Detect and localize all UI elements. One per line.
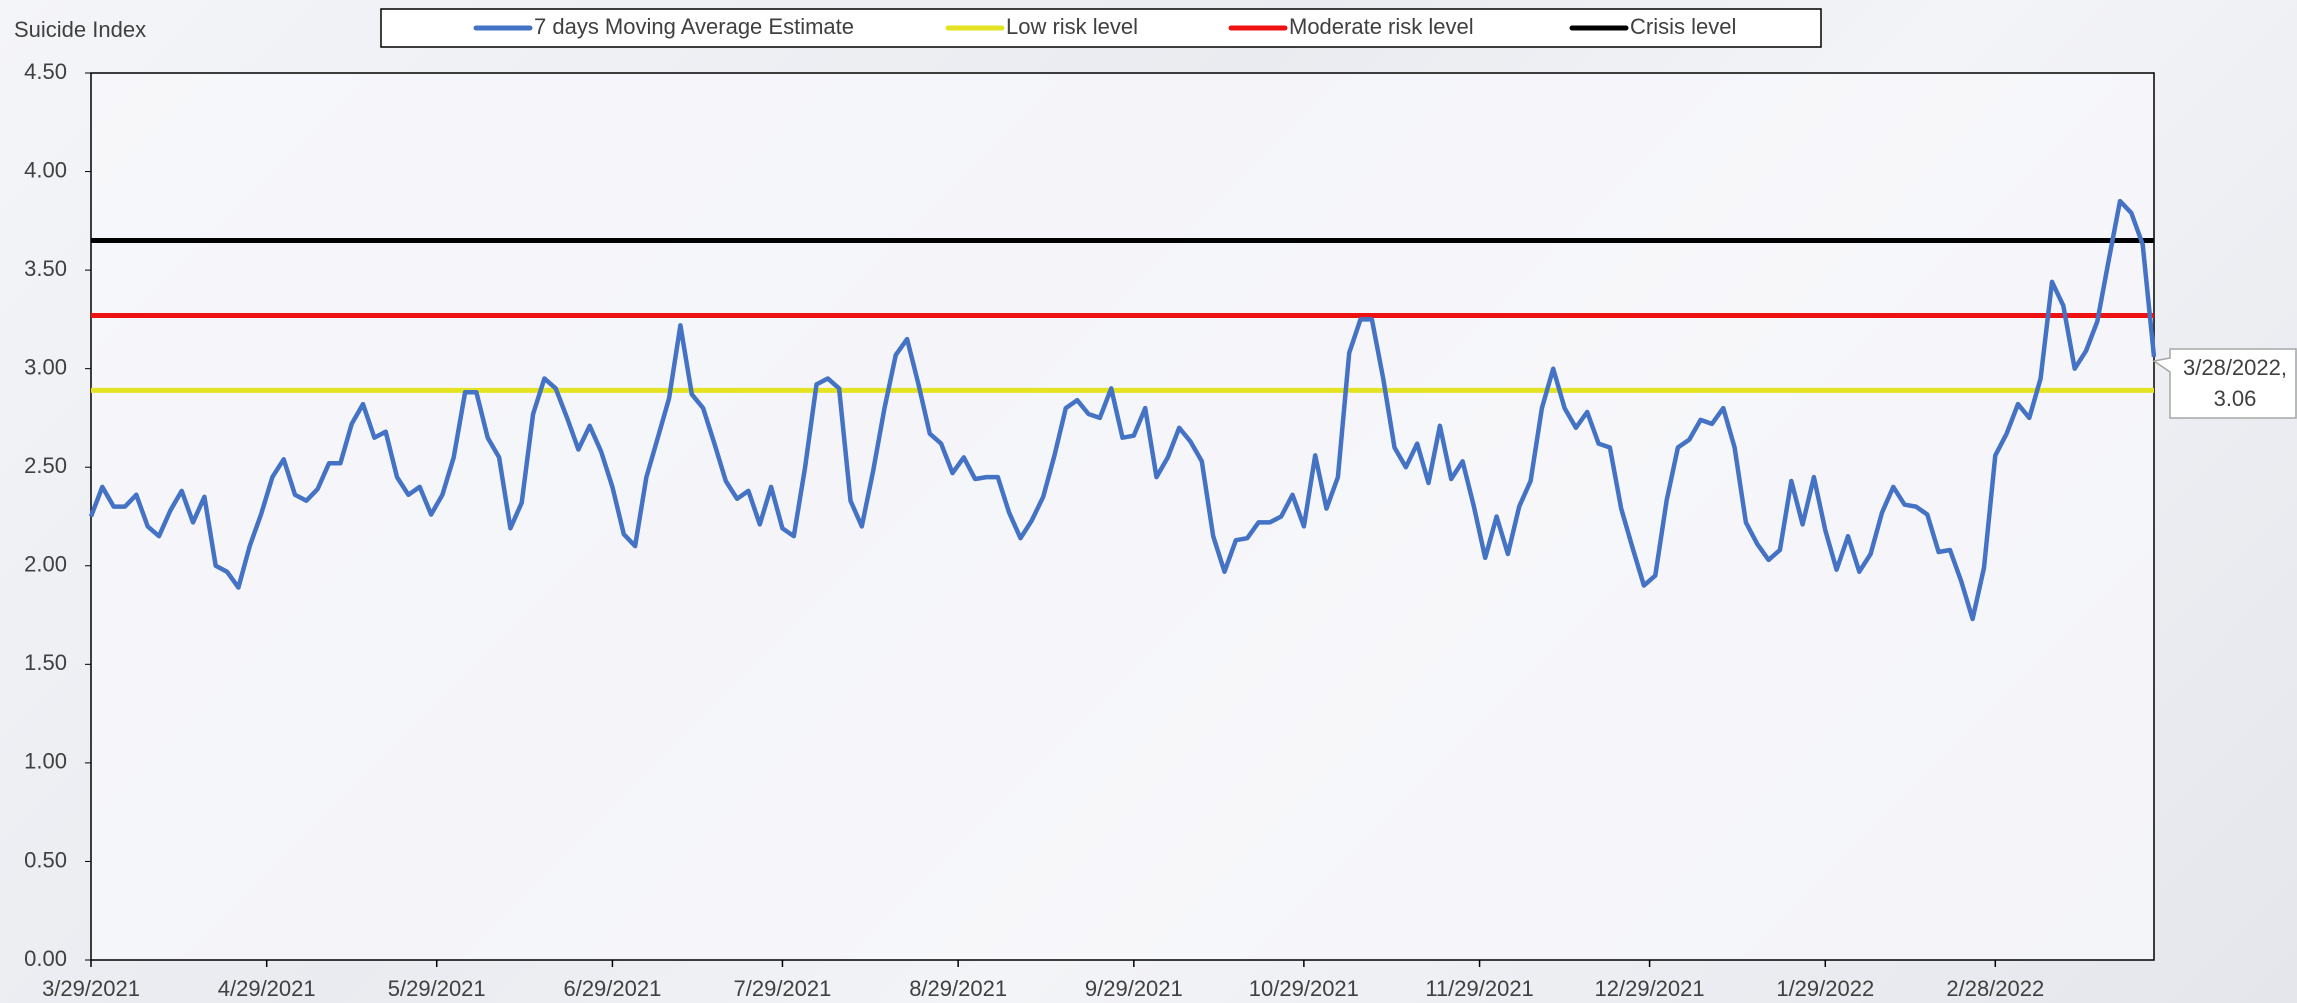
x-tick-label: 7/29/2021	[734, 976, 832, 1001]
data-label: 3.06	[2214, 386, 2257, 411]
plot-area	[90, 72, 2155, 961]
y-tick-label: 3.00	[24, 354, 67, 379]
y-tick-label: 0.00	[24, 946, 67, 971]
y-tick-label: 0.50	[24, 847, 67, 872]
legend-label: 7 days Moving Average Estimate	[534, 14, 854, 39]
x-tick-label: 9/29/2021	[1085, 976, 1183, 1001]
x-tick-label: 3/29/2021	[42, 976, 140, 1001]
data-label-box	[2152, 348, 2297, 419]
y-tick-label: 4.50	[24, 59, 67, 84]
x-tick-label: 1/29/2022	[1776, 976, 1874, 1001]
y-tick-label: 3.50	[24, 256, 67, 281]
x-tick-label: 12/29/2021	[1595, 976, 1705, 1001]
x-tick-label: 5/29/2021	[388, 976, 486, 1001]
y-tick-label: 2.50	[24, 453, 67, 478]
data-label: 3/28/2022,	[2183, 355, 2287, 380]
x-tick-label: 4/29/2021	[218, 976, 316, 1001]
x-tick-label: 6/29/2021	[563, 976, 661, 1001]
y-tick-label: 4.00	[24, 157, 67, 182]
y-tick-label: 1.00	[24, 749, 67, 774]
legend-label: Crisis level	[1630, 14, 1736, 39]
legend-label: Low risk level	[1006, 14, 1138, 39]
y-tick-label: 1.50	[24, 650, 67, 675]
x-tick-label: 11/29/2021	[1425, 976, 1533, 1001]
y-axis-title: Suicide Index	[14, 17, 146, 42]
series-line	[88, 198, 2157, 622]
x-tick-label: 2/28/2022	[1946, 976, 2044, 1001]
x-tick-label: 10/29/2021	[1249, 976, 1359, 1001]
legend-label: Moderate risk level	[1289, 14, 1474, 39]
y-tick-label: 2.00	[24, 552, 67, 577]
x-tick-label: 8/29/2021	[909, 976, 1007, 1001]
